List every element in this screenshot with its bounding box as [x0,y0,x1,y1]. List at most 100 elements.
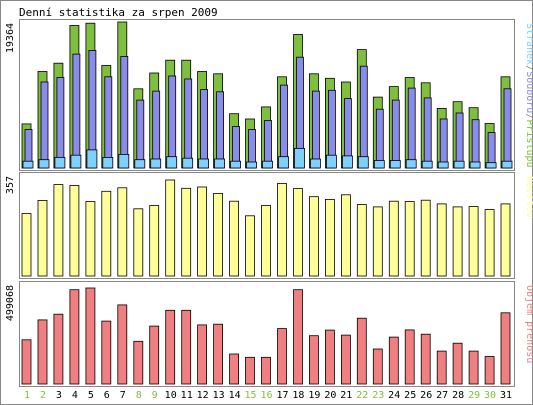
x-tick-label: 13 [213,390,225,401]
bar-stranek-14 [230,160,242,169]
series-stranek [22,147,513,169]
bar-navstev-23 [372,206,383,277]
legend: Návštěv [524,176,533,218]
x-axis: 1 2 3 4 5 6 7 8 9 10 11 12 13 14 15 16 17 18 19 20 21 22 23 24 2… [24,390,512,401]
bar-prenosu-13 [213,323,224,385]
bar-prenosu-23 [372,348,383,385]
x-tick-label: 17 [276,390,288,401]
bar-stranek-3 [54,156,66,169]
x-tick-label: 26 [420,390,432,401]
legend: Objem přenosu [524,285,533,363]
bar-prenosu-3 [53,313,64,385]
x-tick-label: 27 [436,390,448,401]
bar-souboru-17 [280,84,288,169]
bar-stranek-7 [118,153,130,169]
bar-stranek-13 [214,158,226,169]
bar-navstev-5 [85,201,96,277]
bar-prenosu-8 [133,340,144,385]
bar-prenosu-20 [324,329,335,385]
legend-entry: Stránek [524,23,533,65]
bar-prenosu-26 [420,333,431,385]
bar-prenosu-18 [293,289,303,385]
bar-souboru-28 [455,112,464,169]
bar-navstev-27 [436,203,447,277]
series-prenosu [21,287,511,385]
bar-stranek-31 [501,160,513,169]
bar-stranek-18 [294,147,305,169]
x-tick-label: 2 [40,390,46,401]
bar-navstev-14 [229,200,240,277]
bar-prenosu-24 [388,336,399,385]
bar-souboru-29 [471,119,480,169]
bar-prenosu-21 [340,334,351,385]
bar-souboru-26 [423,97,432,169]
bar-navstev-6 [101,190,112,277]
bar-navstev-13 [213,192,224,277]
bar-navstev-26 [420,199,431,277]
bar-souboru-25 [407,87,416,169]
bar-navstev-16 [261,205,271,277]
x-tick-label: 3 [56,390,62,401]
bar-stranek-20 [325,154,337,169]
bar-souboru-9 [152,90,161,169]
x-tick-label: 31 [500,390,512,401]
bar-souboru-4 [72,53,81,169]
x-tick-label: 9 [152,390,158,401]
x-tick-label: 20 [324,390,336,401]
bar-navstev-15 [245,215,255,277]
legend-entry: Návštěv [524,176,533,218]
bar-stranek-27 [437,161,449,169]
x-tick-label: 10 [165,390,177,401]
bar-souboru-23 [375,108,384,169]
bar-navstev-21 [340,194,351,277]
bar-navstev-24 [388,200,399,277]
bar-stranek-9 [150,158,162,169]
x-tick-label: 7 [120,390,126,401]
bar-navstev-11 [181,187,192,277]
bar-stranek-19 [309,158,321,169]
bar-souboru-13 [216,91,225,169]
bar-souboru-31 [503,88,512,169]
bar-navstev-25 [404,201,415,277]
bar-stranek-10 [166,156,178,169]
x-tick-label: 1 [24,390,30,401]
bar-souboru-3 [56,77,65,169]
bar-navstev-22 [356,204,367,277]
legend-entry: Objem přenosu [524,285,533,363]
bar-navstev-8 [133,208,144,277]
x-tick-label: 16 [260,390,272,401]
x-tick-label: 8 [136,390,142,401]
bar-stranek-28 [453,160,465,169]
bar-prenosu-28 [452,342,463,385]
bar-prenosu-6 [101,320,112,385]
x-tick-label: 18 [292,390,304,401]
x-tick-label: 14 [229,390,241,401]
bar-souboru-7 [120,56,129,169]
panels-layer: 19364Stránek/Souborů/Přístupů357Návštěv4… [5,19,533,387]
bar-navstev-4 [69,184,80,277]
bar-prenosu-4 [69,289,80,385]
bar-stranek-6 [102,156,114,169]
bar-prenosu-11 [181,309,192,385]
bar-souboru-19 [311,90,320,169]
bar-souboru-12 [200,89,209,169]
x-tick-label: 21 [340,390,352,401]
bar-prenosu-22 [356,317,367,385]
bar-prenosu-12 [197,324,208,385]
bar-navstev-1 [21,213,32,277]
x-tick-label: 4 [72,390,78,401]
bar-souboru-8 [136,99,145,169]
panel-visits: 357 Návštěv [5,172,533,279]
x-tick-label: 11 [181,390,193,401]
bar-souboru-24 [391,99,400,169]
legend-entry: Přístupů [524,119,533,167]
x-tick-label: 15 [244,390,256,401]
bar-prenosu-19 [308,335,319,385]
x-tick-label: 28 [452,390,464,401]
bar-stranek-30 [485,162,497,169]
y-max-label: 19364 [5,23,16,53]
bar-stranek-22 [357,156,369,169]
bar-stranek-26 [421,160,433,169]
bar-navstev-29 [468,206,479,277]
